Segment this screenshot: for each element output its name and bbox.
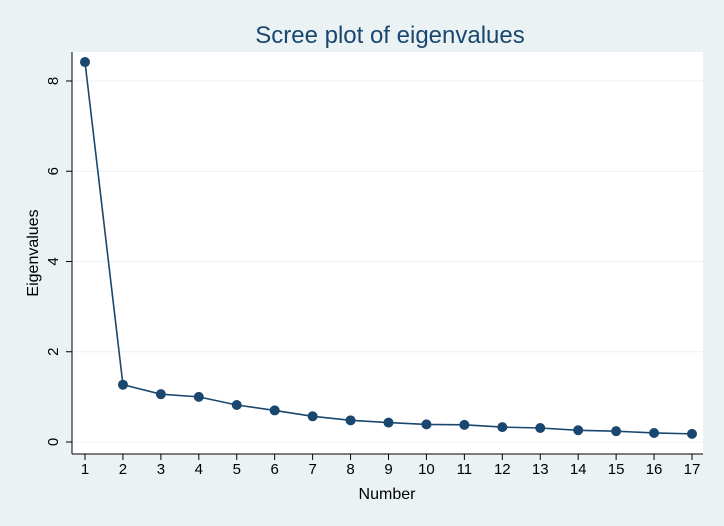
grid-layer bbox=[72, 80, 703, 443]
data-point-17 bbox=[687, 428, 697, 439]
data-point-1 bbox=[80, 57, 90, 68]
x-tick-label-11: 11 bbox=[457, 461, 473, 478]
data-point-14 bbox=[573, 425, 584, 436]
data-point-8 bbox=[345, 415, 356, 426]
y-axis-label: Eigenvalues bbox=[25, 209, 42, 296]
x-tick-label-16: 16 bbox=[646, 461, 663, 478]
data-point-7 bbox=[307, 411, 318, 422]
data-point-10 bbox=[421, 419, 432, 430]
x-tick-label-3: 3 bbox=[157, 461, 165, 478]
data-point-2 bbox=[117, 379, 128, 390]
x-tick-label-8: 8 bbox=[346, 461, 354, 478]
data-point-6 bbox=[269, 405, 280, 416]
x-tick-label-17: 17 bbox=[684, 461, 701, 478]
data-point-12 bbox=[497, 422, 508, 433]
x-tick-label-12: 12 bbox=[494, 461, 511, 478]
x-tick-label-1: 1 bbox=[81, 461, 89, 478]
x-tick-label-14: 14 bbox=[570, 461, 587, 478]
x-tick-label-4: 4 bbox=[195, 461, 203, 478]
data-point-15 bbox=[611, 426, 622, 437]
data-point-13 bbox=[535, 423, 546, 434]
x-tick-label-13: 13 bbox=[532, 461, 549, 478]
x-tick-label-2: 2 bbox=[119, 461, 127, 478]
data-point-9 bbox=[383, 417, 394, 428]
x-tick-label-5: 5 bbox=[233, 461, 241, 478]
data-point-11 bbox=[459, 419, 470, 430]
x-tick-label-6: 6 bbox=[271, 461, 279, 478]
y-tick-label-4: 4 bbox=[45, 257, 62, 265]
x-axis-label: Number bbox=[359, 486, 417, 503]
y-tick-label-6: 6 bbox=[45, 167, 62, 175]
chart-title: Scree plot of eigenvalues bbox=[255, 22, 525, 49]
data-point-4 bbox=[193, 391, 204, 402]
x-tick-label-9: 9 bbox=[384, 461, 392, 478]
data-point-5 bbox=[231, 399, 242, 410]
y-tick-label-8: 8 bbox=[45, 77, 62, 85]
x-tick-label-15: 15 bbox=[608, 461, 625, 478]
x-tick-label-10: 10 bbox=[418, 461, 435, 478]
x-tick-label-7: 7 bbox=[308, 461, 316, 478]
data-point-3 bbox=[155, 389, 166, 400]
series-layer bbox=[80, 57, 697, 439]
y-tick-label-2: 2 bbox=[45, 348, 62, 356]
y-tick-label-0: 0 bbox=[45, 438, 62, 446]
plot-area bbox=[72, 52, 703, 454]
data-point-16 bbox=[649, 427, 660, 438]
